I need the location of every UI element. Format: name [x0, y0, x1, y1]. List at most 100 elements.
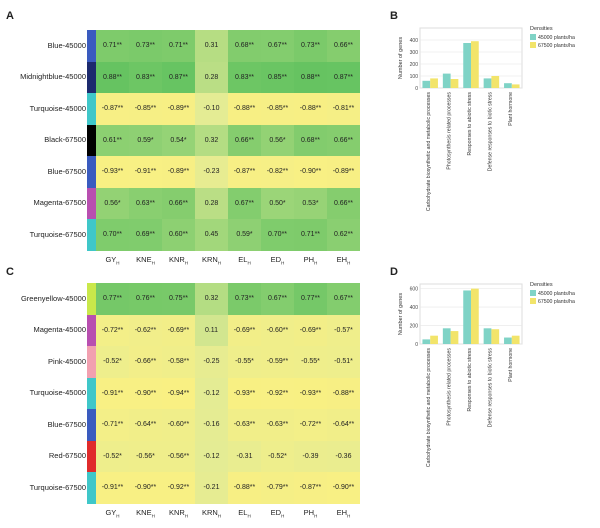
column-label: PHH: [303, 254, 318, 266]
heatmap-cell: 0.85**: [261, 61, 294, 93]
heatmap-cell: 0.87**: [162, 61, 195, 93]
row-label: Turquoise-45000: [29, 103, 86, 113]
bar: [511, 335, 520, 344]
bar: [471, 41, 479, 88]
heatmap-cell: -0.12: [195, 377, 228, 409]
module-color-bar: [87, 30, 96, 62]
heatmap-cell: 0.87**: [327, 61, 360, 93]
heatmap-cell: -0.88**: [327, 377, 360, 409]
heatmap-cell: 0.50*: [261, 187, 294, 219]
heatmap-cell: 0.66**: [327, 124, 360, 156]
heatmap-cell: -0.36: [327, 440, 360, 472]
module-color-bar: [87, 124, 96, 156]
heatmap-cell: -0.90**: [129, 472, 162, 504]
heatmap-cell: -0.58**: [162, 346, 195, 378]
heatmap-cell: -0.72**: [294, 409, 327, 441]
module-color-bar: [87, 440, 96, 472]
heatmap-cell: -0.69**: [162, 314, 195, 346]
heatmap-cell: 0.71**: [294, 219, 327, 251]
panel-d-letter: D: [390, 266, 398, 278]
panel-a-letter: A: [6, 10, 14, 22]
heatmap-cell: -0.62**: [129, 314, 162, 346]
bar: [450, 331, 459, 344]
bar: [504, 337, 512, 344]
heatmap-cell: 0.67**: [327, 283, 360, 315]
heatmap-cell: -0.85**: [261, 93, 294, 125]
legend-swatch: [530, 42, 536, 48]
x-category-label: Photosynthesis related processes: [447, 348, 453, 426]
heatmap-cell: -0.52*: [261, 440, 294, 472]
heatmap-cell: -0.91**: [129, 156, 162, 188]
heatmap-cell: -0.12: [195, 440, 228, 472]
heatmap-cell: 0.83**: [228, 61, 261, 93]
module-color-bar: [87, 409, 96, 441]
heatmap-cell: 0.68**: [294, 124, 327, 156]
bar: [504, 83, 512, 88]
row-label: Blue-67500: [47, 166, 86, 176]
heatmap-cell: 0.28: [195, 187, 228, 219]
row-label: Red-67500: [48, 451, 86, 461]
y-tick-label: 600: [410, 287, 419, 293]
legend-title: Densities: [530, 26, 553, 32]
heatmap-cell: -0.39: [294, 440, 327, 472]
heatmap-cell: -0.69**: [228, 314, 261, 346]
heatmap-cell: 0.71**: [96, 30, 129, 62]
heatmap-cell: 0.45: [195, 219, 228, 251]
legend-title: Densities: [530, 282, 553, 288]
heatmap-cell: 0.56*: [96, 187, 129, 219]
heatmap-cell: 0.67**: [228, 187, 261, 219]
heatmap-cell: 0.66**: [162, 187, 195, 219]
legend-label: 67500 plants/ha: [538, 43, 575, 49]
module-color-bar: [87, 346, 96, 378]
x-category-label: Defense responses to biotic stress: [487, 92, 493, 172]
heatmap-cell: -0.56*: [129, 440, 162, 472]
bar: [491, 76, 500, 88]
module-color-bar: [87, 283, 96, 315]
bar: [422, 80, 431, 88]
column-label: KNRH: [168, 254, 189, 266]
bar: [463, 43, 471, 88]
bar-chart-d: 0 200 400 600 Number of genes Carbohydrate bi…: [390, 274, 600, 504]
heatmap-cell: -0.71**: [96, 409, 129, 441]
heatmap-cell: -0.90**: [327, 472, 360, 504]
bar: [491, 329, 500, 344]
heatmap-cell: -0.57*: [327, 314, 360, 346]
x-category-label: Carbohydrate biosynthetic and metabolic …: [426, 92, 432, 211]
bar: [442, 73, 451, 88]
heatmap-cell: -0.25: [195, 346, 228, 378]
bar-chart-b: 0 100 200 300 400 Number of genes Carbohydrate…: [390, 18, 600, 248]
heatmap-cell: -0.64**: [327, 409, 360, 441]
heatmap-cell: 0.69**: [129, 219, 162, 251]
heatmap-cell: 0.66**: [327, 30, 360, 62]
heatmap-cell: 0.66**: [228, 124, 261, 156]
column-label: KNEH: [136, 507, 155, 519]
heatmap-cell: 0.28: [195, 61, 228, 93]
bar: [430, 335, 438, 344]
heatmap-cell: -0.55*: [228, 346, 261, 378]
y-tick-label: 0: [415, 86, 418, 92]
heatmap-cell: 0.32: [195, 283, 228, 315]
heatmap-cell: 0.73**: [294, 30, 327, 62]
heatmap-cell: -0.79**: [261, 472, 294, 504]
heatmap-cell: -0.88**: [228, 93, 261, 125]
bar: [471, 288, 479, 344]
y-tick-label: 200: [410, 324, 419, 330]
heatmap-cell: 0.77**: [96, 283, 129, 315]
heatmap-cell: -0.63**: [228, 409, 261, 441]
x-category-label: Plant hormone: [508, 348, 514, 382]
row-label: Magenta-67500: [33, 198, 86, 208]
column-label: KRNH: [201, 254, 222, 266]
heatmap-cell: 0.31: [195, 30, 228, 62]
module-color-bar: [87, 314, 96, 346]
heatmap-cell: 0.56*: [261, 124, 294, 156]
y-tick-label: 0: [415, 342, 418, 348]
x-category-label: Plant hormone: [508, 92, 514, 126]
module-color-bar: [87, 472, 96, 504]
heatmap-cell: 0.73**: [228, 283, 261, 315]
column-label: PHH: [303, 507, 318, 519]
heatmap-cell: -0.72**: [96, 314, 129, 346]
x-category-label: Responses to abiotic stress: [467, 348, 473, 412]
y-tick-label: 400: [410, 305, 419, 311]
heatmap-cell: 0.60**: [162, 219, 195, 251]
heatmap-cell: 0.63**: [129, 187, 162, 219]
